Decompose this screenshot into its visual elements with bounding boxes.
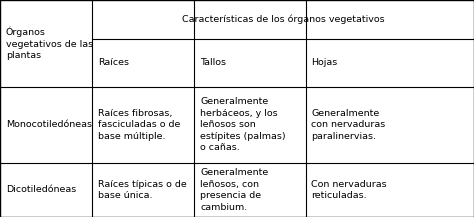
Text: Con nervaduras
reticuladas.: Con nervaduras reticuladas.: [311, 180, 387, 200]
Text: Generalmente
herbáceos, y los
leñosos son
estípites (palmas)
o cañas.: Generalmente herbáceos, y los leñosos so…: [200, 97, 286, 152]
Text: Raíces típicas o de
base única.: Raíces típicas o de base única.: [98, 180, 187, 200]
Text: Generalmente
con nervaduras
paralinervias.: Generalmente con nervaduras paralinervia…: [311, 109, 386, 141]
Text: Tallos: Tallos: [200, 58, 226, 67]
Text: Generalmente
leñosos, con
presencia de
cambium.: Generalmente leñosos, con presencia de c…: [200, 168, 268, 212]
Text: Monocotiledóneas: Monocotiledóneas: [6, 120, 91, 129]
Text: Dicotiledóneas: Dicotiledóneas: [6, 185, 76, 194]
Text: Raíces: Raíces: [98, 58, 129, 67]
Text: Raíces fibrosas,
fasciculadas o de
base múltiple.: Raíces fibrosas, fasciculadas o de base …: [98, 109, 181, 141]
Text: Órganos
vegetativos de las
plantas: Órganos vegetativos de las plantas: [6, 26, 93, 61]
Text: Características de los órganos vegetativos: Características de los órganos vegetativ…: [182, 15, 384, 24]
Text: Hojas: Hojas: [311, 58, 337, 67]
